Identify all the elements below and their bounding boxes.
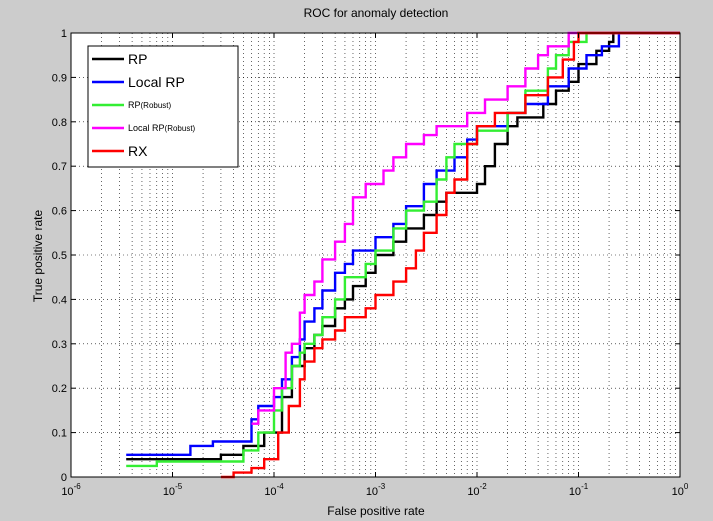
x-tick-label: 10-5 <box>163 482 183 498</box>
series-line-3 <box>251 31 680 425</box>
y-tick-label: 0.5 <box>52 250 67 262</box>
series-line-4 <box>220 31 680 479</box>
legend: RP Local RP RP(Robust) Local RP(Robust) RX <box>87 45 239 168</box>
series-lines <box>126 31 680 479</box>
y-tick-label: 0.4 <box>52 294 67 306</box>
y-axis-label: True positive rate <box>31 210 45 303</box>
y-tick-label: 0.6 <box>52 206 67 218</box>
y-tick-label: 0.9 <box>52 72 67 84</box>
x-tick-label: 10-2 <box>467 482 487 498</box>
legend-label: RX <box>128 143 148 159</box>
legend-box <box>87 45 239 168</box>
y-tick-label: 0.8 <box>52 117 67 129</box>
x-tick-label: 10-3 <box>366 482 386 498</box>
legend-label: Local RP <box>128 74 185 90</box>
y-tick-label: 0.1 <box>52 428 67 440</box>
ticks: 10-6 10-5 10-4 10-3 10-2 10-1 100 0 0.1 0.2 0.3 0.4… <box>52 28 689 498</box>
legend-label: RP(Robust) <box>128 100 172 110</box>
y-tick-label: 0 <box>61 472 67 484</box>
x-tick-label: 10-6 <box>61 482 81 498</box>
y-tick-label: 0.2 <box>52 383 67 395</box>
legend-label: RP <box>128 51 147 67</box>
y-tick-label: 0.3 <box>52 339 67 351</box>
x-tick-label: 100 <box>672 482 689 498</box>
x-tick-label: 10-1 <box>569 482 589 498</box>
chart-title: ROC for anomaly detection <box>304 6 449 20</box>
x-tick-label: 10-4 <box>264 482 284 498</box>
legend-label: Local RP(Robust) <box>128 123 196 133</box>
x-axis-label: False positive rate <box>327 504 425 518</box>
y-tick-label: 1 <box>61 28 67 40</box>
y-tick-label: 0.7 <box>52 161 67 173</box>
